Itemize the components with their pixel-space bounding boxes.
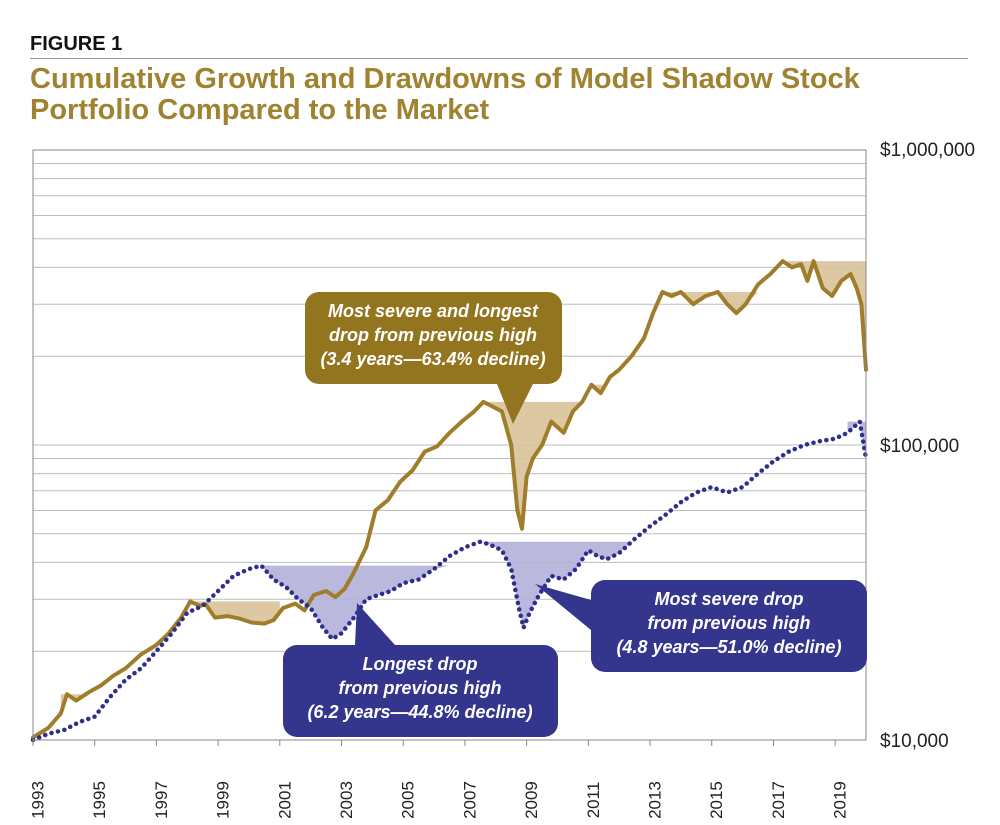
x-tick-label: 2013 bbox=[646, 781, 665, 819]
market-line bbox=[30, 419, 869, 743]
portfolio-callout: Most severe and longest drop from previou… bbox=[305, 292, 562, 424]
x-tick-label: 2009 bbox=[522, 781, 541, 819]
callout-pointer bbox=[497, 384, 533, 424]
drawdown-area bbox=[847, 421, 866, 459]
callout-text-line: (3.4 years—63.4% decline) bbox=[320, 349, 545, 369]
severe-drop-callout: Most severe drop from previous high (4.8 y… bbox=[535, 580, 867, 672]
drawdown-area bbox=[782, 261, 866, 370]
callout-text-line: drop from previous high bbox=[329, 325, 537, 345]
chart-title: Cumulative Growth and Drawdowns of Model… bbox=[30, 63, 860, 126]
y-tick-label: $100,000 bbox=[880, 436, 959, 457]
x-tick-label: 1999 bbox=[214, 781, 233, 819]
x-tick-label: 1997 bbox=[152, 781, 171, 819]
x-tick-label: 2005 bbox=[399, 781, 418, 819]
x-tick-label: 2019 bbox=[831, 781, 850, 819]
callout-box bbox=[283, 645, 558, 737]
x-tick-label: 1993 bbox=[28, 781, 47, 819]
callout-text-line: Most severe drop bbox=[654, 589, 803, 609]
axes: $1,000,000 $100,000 $10,000 1993 1995 1997 199… bbox=[28, 140, 975, 819]
x-tick-label: 2007 bbox=[460, 781, 479, 819]
plot-frame bbox=[32, 149, 867, 741]
callout-text-line: Most severe and longest bbox=[328, 301, 539, 321]
y-tick-label: $1,000,000 bbox=[880, 140, 975, 161]
callouts: Most severe and longest drop from previou… bbox=[283, 292, 867, 737]
x-tick-label: 2001 bbox=[275, 781, 294, 819]
longest-drop-callout: Longest drop from previous high (6.2 years… bbox=[283, 603, 558, 737]
callout-text-line: from previous high bbox=[647, 613, 810, 633]
x-tick-label: 2011 bbox=[584, 782, 603, 819]
y-tick-label: $10,000 bbox=[880, 731, 949, 752]
portfolio-line bbox=[31, 259, 868, 740]
callout-text-line: Longest drop bbox=[363, 654, 478, 674]
callout-text-line: (6.2 years—44.8% decline) bbox=[307, 702, 532, 722]
x-tick-label: 2017 bbox=[769, 781, 788, 819]
x-tick-label: 2003 bbox=[337, 781, 356, 819]
drawdown-area bbox=[480, 541, 629, 628]
figure-label: FIGURE 1 bbox=[30, 33, 123, 55]
drawdown-area bbox=[261, 565, 453, 639]
drawdown-area bbox=[190, 601, 280, 624]
title-rule bbox=[30, 58, 968, 59]
callout-text-line: from previous high bbox=[338, 678, 501, 698]
x-tick-label: 2015 bbox=[707, 781, 726, 819]
gridlines bbox=[33, 149, 866, 652]
callout-box bbox=[591, 580, 867, 672]
callout-text-line: (4.8 years—51.0% decline) bbox=[616, 637, 841, 657]
callout-pointer bbox=[355, 603, 395, 645]
callout-box bbox=[305, 292, 562, 384]
callout-pointer bbox=[535, 584, 591, 630]
x-tick-label: 1995 bbox=[90, 781, 109, 819]
series-lines bbox=[30, 259, 869, 743]
